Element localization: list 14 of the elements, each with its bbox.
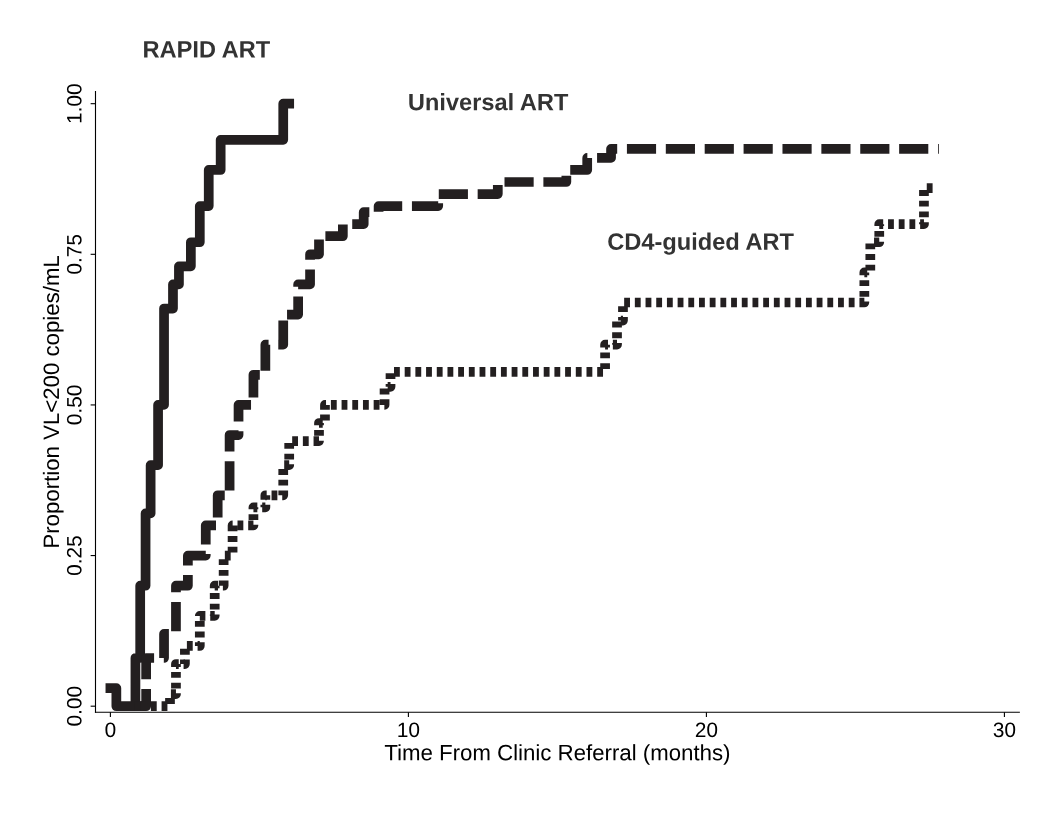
x-tick-label: 20 <box>695 722 718 738</box>
y-axis-title: Proportion VL<200 copies/mL <box>42 255 64 547</box>
x-tick-label: 0 <box>105 722 116 738</box>
annotation: CD4-guided ART <box>608 232 794 255</box>
y-tick-label: 0.00 <box>66 686 82 726</box>
x-tick-label: 10 <box>398 722 420 738</box>
y-tick-label: 0.75 <box>66 234 82 274</box>
y-tick-label: 0.50 <box>66 385 82 425</box>
y-tick-label: 0.25 <box>66 536 82 576</box>
annotation: Universal ART <box>409 93 569 111</box>
y-tick-label: 1.00 <box>66 84 82 123</box>
x-axis-title: Time From Clinic Referral (months) <box>384 744 730 765</box>
text: RAPID ART <box>144 41 270 58</box>
x-tick-label: 30 <box>993 722 1016 738</box>
